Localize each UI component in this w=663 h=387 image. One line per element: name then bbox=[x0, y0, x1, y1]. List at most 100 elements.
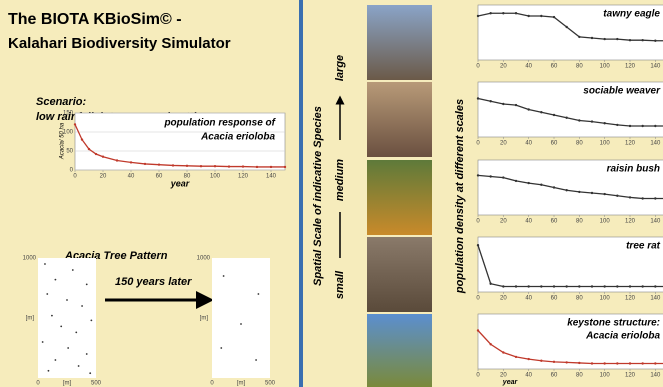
data-point bbox=[629, 125, 631, 127]
x-tick-label: 80 bbox=[576, 373, 583, 379]
data-point bbox=[502, 285, 504, 287]
x-tick-label: 20 bbox=[500, 141, 507, 147]
tree bbox=[81, 305, 83, 307]
density-label: population density at different scales bbox=[454, 99, 466, 294]
data-point bbox=[477, 97, 479, 99]
plot-area bbox=[38, 258, 96, 378]
tree bbox=[46, 293, 48, 295]
x-axis-label: year bbox=[170, 178, 190, 188]
x-tick-label: 40 bbox=[525, 64, 532, 70]
data-point bbox=[616, 195, 618, 197]
tree bbox=[90, 320, 92, 322]
poster: The BIOTA KBioSim© - Kalahari Biodiversi… bbox=[0, 0, 663, 387]
data-point bbox=[95, 153, 97, 155]
tree bbox=[258, 293, 260, 295]
x-axis-label: [m] bbox=[63, 381, 72, 387]
scale-label: Spatial Scale of indicative Species bbox=[312, 106, 324, 286]
chart-title: keystone structure: bbox=[567, 318, 660, 329]
x-tick-label: 0 bbox=[476, 219, 480, 225]
data-point bbox=[578, 36, 580, 38]
x-tick-label: 0 bbox=[36, 381, 40, 387]
data-point bbox=[578, 362, 580, 364]
data-point bbox=[515, 356, 517, 358]
tree bbox=[223, 275, 225, 277]
y-tick-label: 1000 bbox=[23, 256, 37, 262]
data-point bbox=[578, 285, 580, 287]
x-tick-label: 140 bbox=[650, 141, 661, 147]
x-tick-label: 0 bbox=[210, 381, 214, 387]
photo bbox=[367, 5, 432, 80]
data-point bbox=[540, 360, 542, 362]
data-point bbox=[540, 15, 542, 17]
photo bbox=[367, 160, 432, 235]
data-point bbox=[553, 16, 555, 18]
x-tick-label: 40 bbox=[525, 373, 532, 379]
data-point bbox=[489, 283, 491, 285]
data-point bbox=[515, 12, 517, 14]
data-point bbox=[616, 285, 618, 287]
data-point bbox=[591, 37, 593, 39]
data-point bbox=[553, 186, 555, 188]
tree bbox=[66, 299, 68, 301]
data-point bbox=[565, 26, 567, 28]
divider bbox=[299, 0, 303, 387]
data-point bbox=[591, 192, 593, 194]
subtitle: Kalahari Biodiversity Simulator bbox=[8, 35, 231, 52]
x-tick-label: 140 bbox=[650, 64, 661, 70]
y-axis-label: Acacia/ 50 ha bbox=[60, 122, 66, 160]
x-axis-label: year bbox=[502, 379, 519, 386]
x-axis-label: [m] bbox=[237, 381, 246, 387]
tree bbox=[44, 263, 46, 265]
later-label: 150 years later bbox=[115, 276, 192, 288]
data-point bbox=[603, 362, 605, 364]
tree bbox=[78, 365, 80, 367]
data-point bbox=[641, 197, 643, 199]
data-point bbox=[130, 161, 132, 163]
chart-title: Acacia erioloba bbox=[585, 331, 660, 342]
data-point bbox=[489, 100, 491, 102]
tree bbox=[51, 315, 53, 317]
x-tick-label: 40 bbox=[525, 296, 532, 302]
data-point bbox=[527, 182, 529, 184]
data-point bbox=[527, 285, 529, 287]
data-point bbox=[654, 197, 656, 199]
x-tick-label: 100 bbox=[600, 219, 611, 225]
data-point bbox=[603, 193, 605, 195]
data-point bbox=[641, 285, 643, 287]
data-point bbox=[228, 165, 230, 167]
tree bbox=[55, 279, 57, 281]
plot-area bbox=[212, 258, 270, 378]
x-tick-label: 0 bbox=[476, 141, 480, 147]
photo bbox=[367, 314, 432, 387]
data-point bbox=[591, 362, 593, 364]
x-tick-label: 60 bbox=[551, 296, 558, 302]
x-tick-label: 0 bbox=[476, 64, 480, 70]
photo bbox=[367, 237, 432, 312]
x-tick-label: 80 bbox=[576, 219, 583, 225]
x-tick-label: 0 bbox=[476, 296, 480, 302]
chart-title: tree rat bbox=[626, 241, 661, 252]
x-tick-label: 60 bbox=[551, 141, 558, 147]
x-tick-label: 120 bbox=[625, 219, 636, 225]
data-point bbox=[88, 148, 90, 150]
data-point bbox=[200, 165, 202, 167]
data-point bbox=[515, 104, 517, 106]
data-point bbox=[616, 124, 618, 126]
scenario-label: Scenario: bbox=[36, 96, 86, 108]
data-point bbox=[553, 285, 555, 287]
data-point bbox=[654, 362, 656, 364]
photo bbox=[367, 82, 432, 157]
data-point bbox=[502, 351, 504, 353]
data-point bbox=[641, 39, 643, 41]
tree bbox=[42, 341, 44, 343]
chart-title: Acacia erioloba bbox=[200, 132, 275, 143]
data-point bbox=[654, 285, 656, 287]
tree bbox=[48, 370, 50, 372]
x-tick-label: 120 bbox=[625, 373, 636, 379]
x-tick-label: 20 bbox=[500, 219, 507, 225]
data-point bbox=[270, 166, 272, 168]
data-point bbox=[565, 285, 567, 287]
tree bbox=[67, 347, 69, 349]
x-tick-label: 100 bbox=[600, 373, 611, 379]
data-point bbox=[477, 174, 479, 176]
